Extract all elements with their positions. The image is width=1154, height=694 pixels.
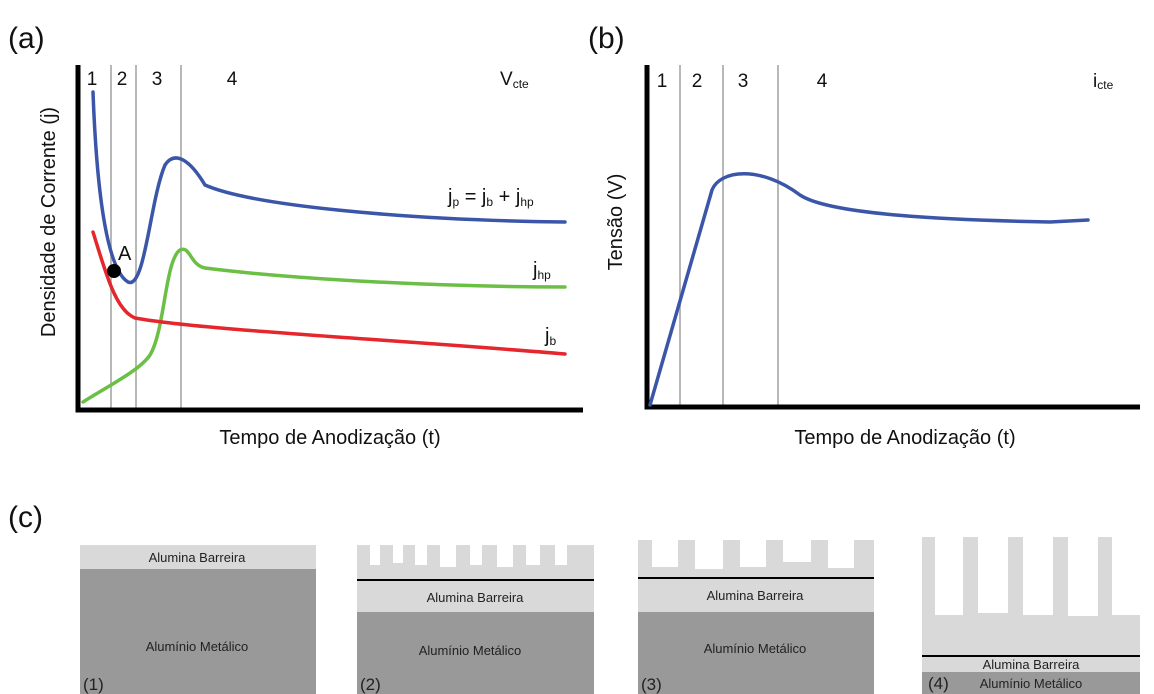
point-a [107,264,121,278]
pore [1023,537,1053,615]
pore [555,545,567,565]
stage-number: (3) [641,675,662,694]
y-axis-label: Densidade de Corrente (j) [38,107,60,337]
region-label: 2 [117,69,128,90]
panel-a: (a) 1 2 3 4 Vcte A jp = jb + jhp jhp jb … [8,22,583,449]
region-label: 2 [692,71,703,92]
x-axis-label: Tempo de Anodização (t) [794,427,1015,449]
metal-label: Alumínio Metálico [980,676,1083,691]
mode-label: Vcte [500,69,529,91]
region-label: 1 [657,71,668,92]
pore [828,540,854,568]
stage-number: (4) [928,674,949,693]
region-label: 4 [227,69,238,90]
mode-main: V [500,69,513,90]
stage-number: (1) [83,675,104,694]
pore [783,540,811,562]
region-label: 4 [817,71,828,92]
pore [1068,537,1098,616]
text-part: = j [459,186,486,208]
text-part: + j [493,186,520,208]
panel-label: (a) [8,22,45,55]
barrier-label: Alumina Barreira [707,588,805,603]
pore [370,545,380,565]
metal-label: Alumínio Metálico [704,641,807,656]
stage-2: Alumina Barreira Alumínio Metálico (2) [357,545,594,694]
text-sub: b [549,334,556,348]
metal-label: Alumínio Metálico [419,643,522,658]
pore [978,537,1008,613]
pore [1112,537,1140,615]
text-sub: hp [537,268,551,282]
mode-label: icte [1093,71,1114,92]
curve-label-jp: jp = jb + jhp [447,186,534,209]
curve-jhp [83,249,565,402]
panel-label: (c) [8,501,43,534]
axes [647,65,1140,407]
curve-label-jb: jb [544,325,556,348]
mode-sub: cte [1097,78,1113,92]
mode-sub: cte [513,77,529,91]
panel-c: (c) Alumina Barreira Alumínio Metálico (… [8,501,1140,694]
pore [740,540,766,567]
region-label: 3 [152,69,163,90]
pore [440,545,456,567]
stage-4: Alumina Barreira Alumínio Metálico (4) [922,537,1140,694]
pore [470,545,482,565]
figure: (a) 1 2 3 4 Vcte A jp = jb + jhp jhp jb … [0,0,1154,694]
text-sub: hp [520,195,534,209]
barrier-label: Alumina Barreira [983,657,1081,672]
point-label: A [118,243,132,265]
pore [695,540,723,569]
region-label: 3 [738,71,749,92]
region-label: 1 [87,69,98,90]
stage-3: Alumina Barreira Alumínio Metálico (3) [638,540,874,694]
axes [78,65,583,410]
panel-b: (b) 1 2 3 4 icte Tensão (V) Tempo de Ano… [588,22,1140,449]
barrier-label: Alumina Barreira [149,550,247,565]
pore [393,545,403,563]
stage-number: (2) [360,675,381,694]
barrier-label: Alumina Barreira [427,590,525,605]
curve-voltage [650,174,1088,405]
pore [935,537,963,615]
pore [526,545,540,565]
stage-1: Alumina Barreira Alumínio Metálico (1) [80,545,316,694]
x-axis-label: Tempo de Anodização (t) [219,427,440,449]
metal-label: Alumínio Metálico [146,639,249,654]
curve-jb [93,232,565,354]
pore [415,545,427,565]
y-axis-label: Tensão (V) [605,174,627,271]
panel-label: (b) [588,22,625,55]
metal-layer [80,569,316,694]
pore [497,545,513,567]
pore [652,540,678,567]
curve-label-jhp: jhp [532,259,551,282]
